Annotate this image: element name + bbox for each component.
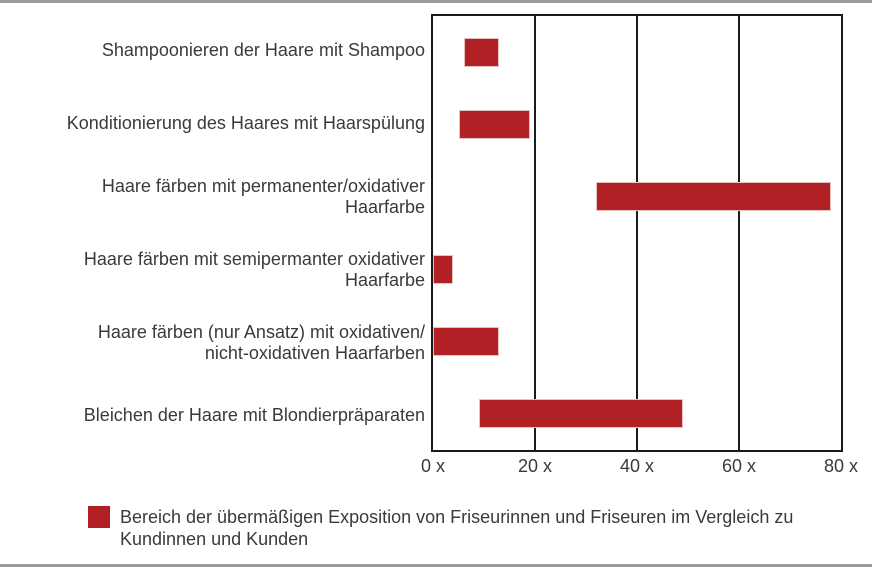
x-tick-label: 40 x [619,456,655,476]
legend-label-line-2: Kundinnen und Kunden [120,529,309,549]
category-label-line: Shampoonieren der Haare mit Shampoo [101,40,425,60]
range-bar [596,182,831,212]
gridline [636,16,638,450]
category-label: Konditionierung des Haares mit Haarspülu… [0,87,425,160]
category-label: Haare färben mit permanenter/oxidativer H… [0,160,425,233]
top-rule [0,0,872,3]
category-label-line: Bleichen der Haare mit Blondierpräparate… [83,405,425,425]
legend-label-line-1: Bereich der übermäßigen Exposition von F… [120,507,794,527]
x-tick-label: 20 x [517,456,553,476]
x-axis-ticks: 0 x 20 x 40 x 60 x 80 x [421,456,858,480]
legend-swatch [88,506,110,528]
category-label: Shampoonieren der Haare mit Shampoo [0,14,425,87]
plot-area [431,14,843,452]
gridline [738,16,740,450]
category-label-line: nicht-oxidativen Haarfarben [204,342,425,363]
category-label-line: Haare färben (nur Ansatz) mit oxidativen… [97,321,425,342]
legend: Bereich der übermäßigen Exposition von F… [88,506,793,550]
category-label-line: Haare färben mit semipermanter oxidative… [83,248,425,269]
gridline [534,16,536,450]
bottom-rule [0,564,872,567]
category-label-line: Haarfarbe [344,196,425,217]
legend-label: Bereich der übermäßigen Exposition von F… [120,506,793,550]
category-label: Haare färben mit semipermanter oxidative… [0,233,425,306]
range-bar [463,37,500,67]
category-label-line: Haarfarbe [344,269,425,290]
x-tick-label: 80 x [823,456,859,476]
range-bar [458,110,530,139]
category-labels: Shampoonieren der Haare mit Shampoo Kondi… [0,14,425,452]
category-label: Haare färben (nur Ansatz) mit oxidativen… [0,306,425,379]
range-bar [433,254,454,284]
category-label-line: Haare färben mit permanenter/oxidativer [101,175,425,196]
range-bar [478,399,683,429]
category-label: Bleichen der Haare mit Blondierpräparate… [0,379,425,452]
x-tick-label: 0 x [420,456,446,476]
range-bar [433,327,500,356]
x-tick-label: 60 x [721,456,757,476]
category-label-line: Konditionierung des Haares mit Haarspülu… [66,113,425,133]
